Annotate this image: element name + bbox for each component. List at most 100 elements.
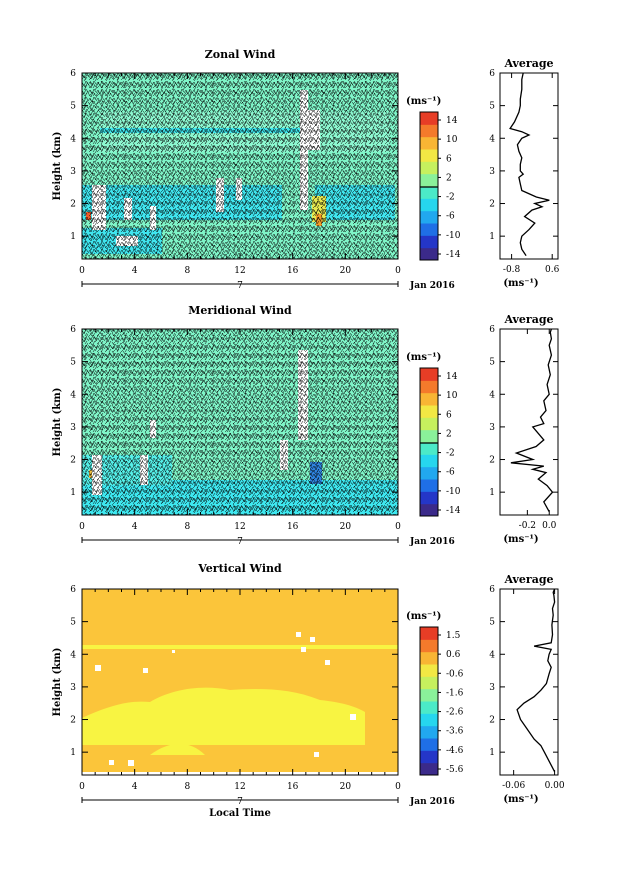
profile-y-tick-label: 1 (489, 488, 495, 498)
colorbar: (ms⁻¹) 14 10 6 2 -2 -6 -10 -14 (406, 96, 461, 261)
y-tick-label: 4 (70, 134, 76, 144)
profile-frame (499, 588, 559, 776)
profile-y-tick-label: 6 (489, 325, 495, 335)
x-axis-label: Local Time (209, 808, 271, 819)
colorbar-tick-label: -14 (446, 250, 461, 260)
colorbar-segment (420, 688, 438, 702)
colorbar-segment (420, 173, 438, 187)
colorbar-segment (420, 186, 438, 199)
panel-title: Meridional Wind (188, 304, 292, 317)
y-tick-label: 3 (70, 167, 76, 177)
profile-y-tick-label: 2 (489, 200, 495, 210)
colorbar: (ms⁻¹) 1.5 0.6 -0.6 -1.6 -2.6 -3.6 -4.6 -5.6 (406, 611, 464, 776)
colorbar-segment (420, 762, 438, 776)
colorbar-segment (420, 627, 438, 640)
y-axis-label: Height (km) (52, 388, 63, 457)
colorbar-segment (420, 651, 438, 665)
colorbar-segment (420, 479, 438, 492)
colorbar-unit: (ms⁻¹) (406, 352, 441, 363)
profile-line (509, 72, 550, 257)
colorbar-unit: (ms⁻¹) (406, 96, 441, 107)
colorbar-tick-label: -14 (446, 506, 461, 516)
colorbar-tick-label: 0.6 (446, 650, 461, 660)
profile-y-tick-label: 3 (489, 167, 495, 177)
colorbar-frame (419, 626, 439, 776)
y-tick-label: 4 (70, 650, 76, 660)
profile-average: Average 1 2 3 4 5 6 -0.2 0.0 (ms⁻¹) (489, 313, 559, 545)
profile-x-tick-label: -0.06 (502, 781, 525, 791)
x-tick-label: 12 (234, 266, 245, 276)
y-tick-label: 2 (70, 200, 76, 210)
colorbar-segment (420, 161, 438, 175)
colorbar-tick-label: -10 (446, 487, 461, 497)
profile-x-tick-label: -0.2 (519, 521, 536, 531)
y-tick-label: 5 (70, 618, 76, 628)
x-tick-label: 8 (184, 522, 190, 532)
y-tick-label: 2 (70, 716, 76, 726)
y-tick-label: 5 (70, 102, 76, 112)
profile-title: Average (503, 313, 553, 326)
x-tick-label: 0 (395, 782, 401, 792)
colorbar-tick-label: 2 (446, 173, 452, 183)
profile-y-tick-label: 5 (489, 358, 495, 368)
profile-title: Average (503, 573, 553, 586)
colorbar-tick-label: -3.6 (446, 727, 464, 737)
colorbar-segment (420, 210, 438, 224)
x-tick-label: 0 (395, 522, 401, 532)
colorbar-tick-label: 14 (446, 372, 458, 382)
x-tick-label: 4 (132, 522, 138, 532)
colorbar-tick-label: -0.6 (446, 669, 464, 679)
x-tick-label: 4 (132, 782, 138, 792)
colorbar-tick-label: -6 (446, 468, 455, 478)
x-tick-label: 16 (287, 522, 299, 532)
panel-title: Zonal Wind (205, 48, 276, 61)
colorbar-tick-label: 10 (446, 391, 458, 401)
colorbar-segment (420, 405, 438, 418)
profile-x-label: (ms⁻¹) (503, 534, 538, 545)
profile-y-tick-label: 3 (489, 423, 495, 433)
profile-x-tick-label: -0.8 (503, 265, 521, 275)
colorbar: (ms⁻¹) 14 10 6 2 -2 -6 -10 -14 (406, 352, 461, 517)
colorbar-segment (420, 417, 438, 431)
colorbar-unit: (ms⁻¹) (406, 611, 441, 622)
date-label: Jan 2016 (409, 537, 455, 547)
colorbar-tick-label: -4.6 (446, 746, 464, 756)
colorbar-tick-label: -6 (446, 212, 455, 222)
panel-vertical: Vertical Wind (82, 562, 398, 775)
y-axis-label: Height (km) (52, 648, 63, 717)
colorbar-segment (420, 491, 438, 505)
panel-zonal: Zonal Wind (82, 48, 398, 259)
colorbar-segment (420, 198, 438, 212)
x-tick-label: 16 (287, 782, 299, 792)
x-tick-label: 8 (184, 782, 190, 792)
profile-frame (499, 328, 559, 516)
colorbar-segment (420, 112, 438, 125)
profile-x-label: (ms⁻¹) (503, 278, 538, 289)
colorbar-segment (420, 725, 438, 739)
colorbar-segment (420, 392, 438, 406)
colorbar-tick-label: -2 (446, 193, 455, 203)
profile-y-tick-label: 2 (489, 456, 495, 466)
profile-x-label: (ms⁻¹) (503, 794, 538, 805)
profile-y-tick-label: 2 (489, 716, 495, 726)
profile-average: Average 1 2 3 4 5 6 -0.8 0.6 (ms⁻¹) (489, 57, 559, 289)
colorbar-segment (420, 223, 438, 236)
date-label: Jan 2016 (409, 281, 455, 291)
profile-y-tick-label: 1 (489, 748, 495, 758)
heatmap-field (82, 589, 398, 775)
colorbar-segment (420, 442, 438, 455)
date-marker: 7 (237, 281, 243, 291)
panel-meridional: Meridional Wind (82, 304, 398, 515)
x-tick-label: 12 (234, 522, 245, 532)
x-tick-label: 0 (79, 266, 85, 276)
profile-x-tick-label: 0.0 (542, 521, 557, 531)
x-tick-label: 20 (340, 522, 352, 532)
x-tick-label: 12 (234, 782, 245, 792)
colorbar-frame (419, 367, 439, 517)
profile-y-tick-label: 4 (489, 390, 495, 400)
colorbar-tick-label: -5.6 (446, 765, 464, 775)
colorbar-tick-label: -2.6 (446, 708, 464, 718)
colorbar-tick-label: 2 (446, 429, 452, 439)
